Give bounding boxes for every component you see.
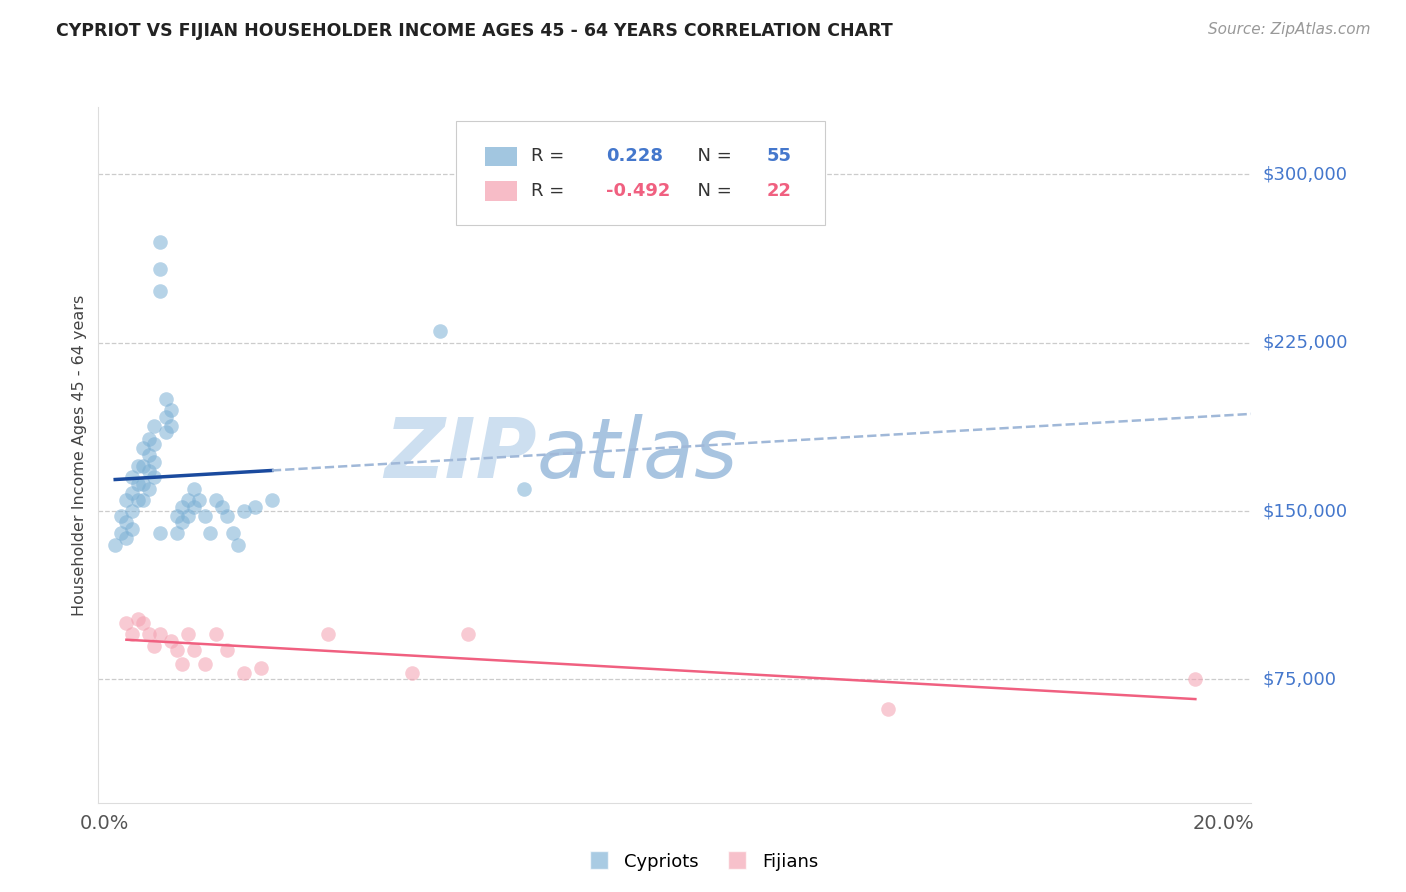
Point: [188, 492, 211, 507]
Point: [149, 627, 172, 641]
Point: [138, 448, 160, 462]
Text: N =: N =: [686, 182, 738, 200]
Text: $150,000: $150,000: [1263, 502, 1348, 520]
Point: [243, 500, 266, 514]
Point: [205, 492, 228, 507]
Point: [160, 418, 183, 433]
Point: [143, 455, 166, 469]
Point: [177, 508, 200, 523]
Point: [260, 492, 283, 507]
Point: [457, 627, 479, 641]
Point: [166, 643, 188, 657]
Text: CYPRIOT VS FIJIAN HOUSEHOLDER INCOME AGES 45 - 64 YEARS CORRELATION CHART: CYPRIOT VS FIJIAN HOUSEHOLDER INCOME AGE…: [56, 22, 893, 40]
Text: atlas: atlas: [537, 415, 738, 495]
Text: Source: ZipAtlas.com: Source: ZipAtlas.com: [1208, 22, 1371, 37]
Point: [143, 418, 166, 433]
Point: [211, 500, 233, 514]
Point: [121, 470, 143, 484]
Text: R =: R =: [530, 182, 569, 200]
Text: R =: R =: [530, 147, 569, 165]
Point: [121, 486, 143, 500]
Point: [177, 492, 200, 507]
Point: [127, 477, 149, 491]
Text: 22: 22: [768, 182, 792, 200]
Point: [143, 639, 166, 653]
Bar: [485, 181, 517, 201]
Point: [194, 508, 217, 523]
Point: [138, 432, 160, 446]
Text: 55: 55: [768, 147, 792, 165]
Point: [183, 500, 205, 514]
Point: [200, 526, 222, 541]
Point: [132, 477, 155, 491]
Point: [127, 492, 149, 507]
Point: [177, 627, 200, 641]
Point: [149, 261, 172, 276]
Text: ZIP: ZIP: [384, 415, 537, 495]
Point: [316, 627, 339, 641]
Point: [172, 500, 194, 514]
Point: [115, 531, 138, 545]
Text: 0.228: 0.228: [606, 147, 662, 165]
Text: $225,000: $225,000: [1263, 334, 1348, 351]
Point: [155, 425, 177, 440]
Point: [149, 526, 172, 541]
Point: [110, 508, 132, 523]
Point: [401, 665, 423, 680]
Point: [249, 661, 271, 675]
Point: [217, 508, 239, 523]
Point: [172, 515, 194, 529]
Point: [1184, 673, 1206, 687]
Text: $75,000: $75,000: [1263, 671, 1337, 689]
Point: [205, 627, 228, 641]
Point: [155, 392, 177, 406]
Point: [232, 665, 254, 680]
Point: [138, 464, 160, 478]
FancyBboxPatch shape: [456, 121, 825, 226]
Point: [132, 616, 155, 631]
Point: [115, 515, 138, 529]
Point: [228, 538, 250, 552]
Point: [155, 409, 177, 424]
Point: [143, 470, 166, 484]
Y-axis label: Householder Income Ages 45 - 64 years: Householder Income Ages 45 - 64 years: [72, 294, 87, 615]
Point: [149, 284, 172, 298]
Point: [121, 522, 143, 536]
Point: [132, 459, 155, 474]
Point: [127, 612, 149, 626]
Bar: [485, 146, 517, 166]
Point: [104, 538, 127, 552]
Point: [121, 627, 143, 641]
Point: [166, 508, 188, 523]
Legend: Cypriots, Fijians: Cypriots, Fijians: [581, 845, 825, 879]
Point: [160, 403, 183, 417]
Point: [138, 482, 160, 496]
Point: [183, 643, 205, 657]
Point: [513, 482, 536, 496]
Point: [160, 634, 183, 648]
Point: [222, 526, 245, 541]
Point: [115, 492, 138, 507]
Point: [143, 436, 166, 450]
Point: [429, 325, 451, 339]
Point: [110, 526, 132, 541]
Point: [127, 459, 149, 474]
Point: [132, 441, 155, 455]
Point: [876, 701, 898, 715]
Point: [166, 526, 188, 541]
Point: [121, 504, 143, 518]
Text: $300,000: $300,000: [1263, 165, 1347, 184]
Point: [115, 616, 138, 631]
Point: [132, 492, 155, 507]
Point: [183, 482, 205, 496]
Text: -0.492: -0.492: [606, 182, 671, 200]
Text: N =: N =: [686, 147, 738, 165]
Point: [194, 657, 217, 671]
Point: [217, 643, 239, 657]
Point: [138, 627, 160, 641]
Point: [232, 504, 254, 518]
Point: [172, 657, 194, 671]
Point: [149, 235, 172, 249]
